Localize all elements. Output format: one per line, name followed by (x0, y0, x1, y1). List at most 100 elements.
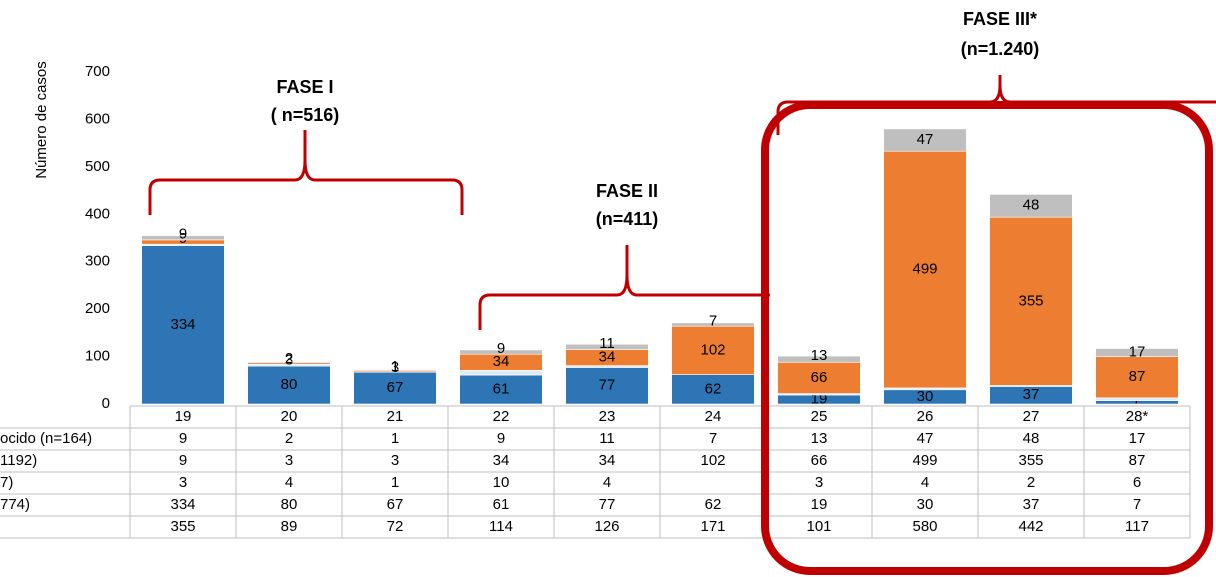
table-total: 101 (806, 518, 831, 535)
legend-label: 7) (0, 474, 13, 491)
table-cell: 3 (391, 452, 399, 469)
table-total: 89 (281, 518, 298, 535)
bar-segment (989, 216, 1073, 386)
bar-segment (883, 150, 967, 389)
bar-value-label: 9 (497, 340, 505, 357)
table-cell: 4 (603, 474, 611, 491)
table-cell: 7 (709, 430, 717, 447)
bar-value-label: 34 (493, 353, 510, 370)
bar-value-label: 66 (811, 369, 828, 386)
table-cell: 9 (179, 430, 187, 447)
bar-value-label: 7 (709, 313, 717, 330)
table-cell: 9 (179, 452, 187, 469)
table-cell: 47 (917, 430, 934, 447)
table-cell: 66 (811, 452, 828, 469)
table-cell: 30 (917, 496, 934, 513)
table-cell: 2 (285, 430, 293, 447)
table-total: 126 (594, 518, 619, 535)
bar-value-label: 61 (493, 381, 510, 398)
table-cell: 102 (700, 452, 725, 469)
table-cell: 62 (705, 496, 722, 513)
table-total: 580 (912, 518, 937, 535)
bar-value-label: 499 (912, 261, 937, 278)
table-total: 114 (489, 518, 513, 535)
bar-value-label: 1 (391, 358, 399, 375)
bar-segment (883, 128, 967, 152)
bar-value-label: 102 (700, 341, 725, 358)
table-cell: 1 (391, 430, 399, 447)
y-tick-label: 200 (85, 300, 110, 317)
bar-segment (989, 194, 1073, 218)
table-cell: 334 (170, 496, 195, 513)
bar-segment (247, 361, 331, 364)
bar-segment (353, 371, 437, 405)
legend-label: 1192) (0, 452, 37, 469)
bar-value-label: 37 (1023, 386, 1040, 403)
annotation: FASE III* (963, 9, 1037, 29)
highlight-frame (761, 101, 1213, 575)
table-cell: 10 (493, 474, 510, 491)
bar-value-label: 67 (387, 379, 404, 396)
table-cell: 37 (1023, 496, 1040, 513)
table-cell: 355 (1018, 452, 1043, 469)
legend-label: 774) (0, 496, 30, 513)
y-axis-label: Número de casos (33, 61, 50, 179)
annotation: FASE II (596, 181, 658, 201)
bar-value-label: 2 (285, 350, 293, 367)
bar-segment (777, 355, 861, 363)
x-tick-label: 22 (493, 408, 510, 425)
bar-value-label: 13 (811, 347, 828, 364)
bracket-fase-2 (478, 245, 770, 330)
table-cell: 499 (912, 452, 937, 469)
bar-value-label: 77 (599, 377, 616, 394)
bar-value-label: 9 (179, 226, 187, 243)
annotation: FASE I (276, 77, 333, 97)
table-total: 117 (1125, 518, 1149, 535)
table-total: 355 (170, 518, 195, 535)
y-tick-label: 100 (85, 348, 110, 365)
x-tick-label: 20 (281, 408, 298, 425)
table-cell: 61 (493, 496, 510, 513)
table-cell: 1 (391, 474, 399, 491)
x-tick-label: 24 (705, 408, 722, 425)
table-cell: 48 (1023, 430, 1040, 447)
table-cell: 2 (1027, 474, 1035, 491)
bar-segment (141, 245, 225, 405)
table-cell: 34 (599, 452, 616, 469)
table-cell: 7 (1133, 496, 1141, 513)
table-cell: 67 (387, 496, 404, 513)
bar-segment (459, 370, 543, 376)
table-total: 442 (1018, 518, 1043, 535)
table-cell: 3 (179, 474, 187, 491)
bar-value-label: 80 (281, 376, 298, 393)
x-tick-label: 27 (1023, 408, 1040, 425)
table-cell: 11 (599, 430, 615, 447)
bar-value-label: 3 (391, 359, 399, 376)
table-cell: 4 (921, 474, 929, 491)
x-tick-label: 23 (599, 408, 616, 425)
bar-value-label: 34 (599, 348, 616, 365)
table-total: 72 (387, 518, 404, 535)
y-tick-label: 300 (85, 253, 110, 270)
x-tick-label: 19 (175, 408, 192, 425)
bar-segment (1095, 348, 1179, 357)
annotation: (n=411) (596, 209, 659, 229)
x-tick-label: 28* (1126, 408, 1149, 425)
bar-value-label: 355 (1018, 292, 1043, 309)
x-tick-label: 25 (811, 408, 828, 425)
table-cell: 3 (285, 452, 293, 469)
bar-segment (459, 374, 543, 405)
legend-label: ocido (n=164) (0, 430, 92, 447)
bar-value-label: 87 (1129, 368, 1146, 385)
bar-segment (565, 343, 649, 350)
bar-value-label: 17 (1129, 344, 1146, 361)
table-cell: 19 (811, 496, 828, 513)
table-cell: 3 (815, 474, 823, 491)
bar-segment (671, 322, 755, 327)
table-cell: 6 (1133, 474, 1141, 491)
x-tick-label: 26 (917, 408, 934, 425)
table-cell: 9 (497, 430, 505, 447)
y-tick-label: 400 (85, 205, 110, 222)
bar-value-label: 334 (170, 316, 195, 333)
